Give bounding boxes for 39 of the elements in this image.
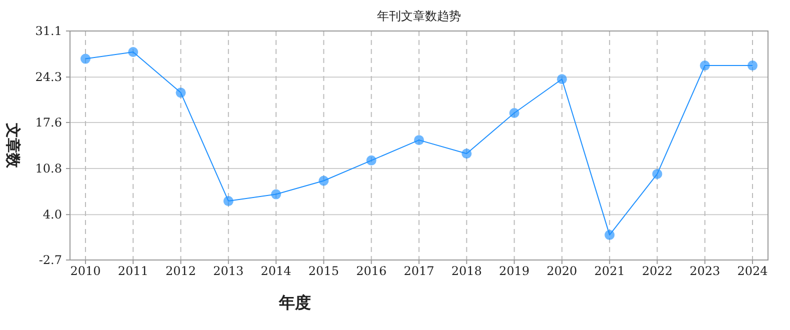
y-tick-label: 24.3 [35,70,62,84]
point [271,189,282,200]
x-tick-label: 2010 [70,264,101,278]
x-tick-label: 2018 [451,264,482,278]
point [80,54,90,64]
point [223,196,234,206]
point [414,135,424,146]
point [128,47,138,58]
x-tick-label: 2013 [213,264,244,278]
y-tick-label: 17.6 [35,115,62,130]
x-tick-label: 2012 [166,264,196,278]
y-axis-title: 文章数 [4,122,22,169]
point [318,176,329,186]
point [748,60,758,71]
x-tick-label: 2020 [546,264,578,278]
point [700,60,710,71]
point [604,230,615,240]
x-axis-title: 年度 [278,293,311,312]
x-tick-label: 2017 [404,264,434,278]
y-tick-label: 4.0 [42,208,62,222]
point [176,88,186,98]
chart-title: 年刊文章数趋势 [377,9,461,23]
x-tick-label: 2014 [260,264,292,278]
y-tick-label: 10.8 [35,162,62,176]
y-tick-label: -2.7 [38,253,62,267]
point [462,148,472,159]
x-tick-label: 2019 [499,264,530,278]
point [556,74,567,84]
x-tick-label: 2021 [594,264,625,278]
x-tick-label: 2022 [642,264,672,278]
point [366,155,376,166]
point [509,108,520,118]
x-tick-label: 2023 [690,264,720,278]
point [652,168,662,179]
x-tick-label: 2016 [356,264,387,278]
x-tick-label: 2011 [118,264,148,278]
x-tick-label: 2015 [308,264,339,278]
y-tick-label: 31.1 [35,24,62,38]
x-tick-label: 2024 [737,264,768,278]
